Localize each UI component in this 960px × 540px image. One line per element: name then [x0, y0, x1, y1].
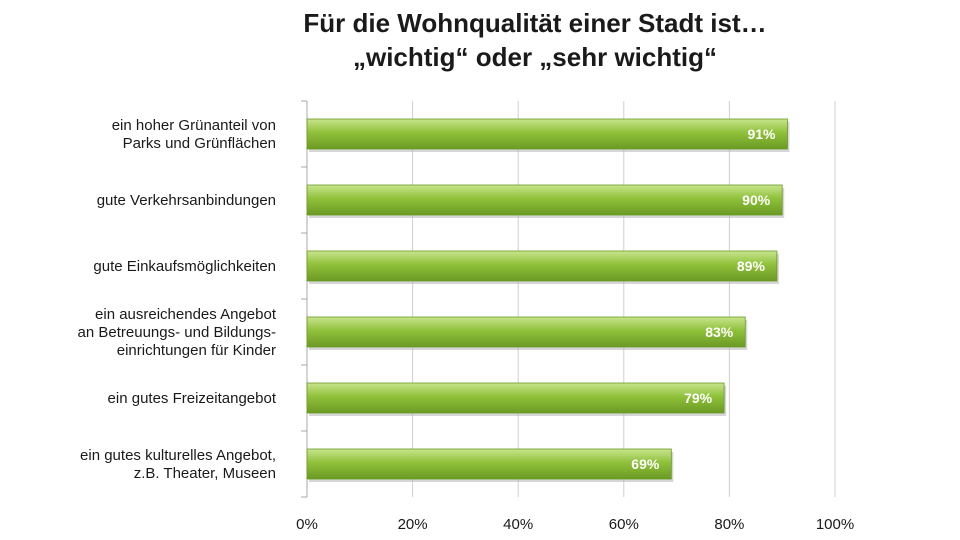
x-tick-label-4: 80% [714, 516, 744, 533]
category-label-1: gute Verkehrsanbindungen [97, 192, 276, 209]
category-label-4-line-0: ein gutes Freizeitangebot [108, 390, 277, 407]
chart-title-line-1: Für die Wohnqualität einer Stadt ist… [303, 8, 767, 38]
x-tick-label-5: 100% [816, 516, 854, 533]
category-labels: ein hoher Grünanteil von Parks und Grünfl… [78, 117, 277, 482]
category-label-0: ein hoher Grünanteil von Parks und Grünfl… [112, 117, 276, 152]
category-label-5-line-0: ein gutes kulturelles Angebot, [80, 447, 276, 464]
value-label-2: 89% [737, 258, 766, 274]
bar-3 [306, 316, 746, 348]
x-tick-label-0: 0% [296, 516, 318, 533]
category-label-4: ein gutes Freizeitangebot [108, 390, 277, 407]
category-label-5: ein gutes kulturelles Angebot, z.B. Theat… [80, 447, 276, 482]
category-label-0-line-0: ein hoher Grünanteil von [112, 117, 276, 134]
x-axis-ticks: 0% 20% 40% 60% 80% 100% [296, 516, 854, 533]
category-label-1-line-0: gute Verkehrsanbindungen [97, 192, 276, 209]
x-tick-label-1: 20% [398, 516, 428, 533]
value-label-3: 83% [705, 324, 734, 340]
value-label-1: 90% [742, 192, 771, 208]
bar-4 [306, 382, 725, 414]
category-label-0-line-1: Parks und Grünflächen [123, 135, 276, 152]
x-tick-label-2: 40% [503, 516, 533, 533]
category-label-3-line-0: ein ausreichendes Angebot [95, 306, 277, 323]
category-label-2: gute Einkaufsmöglichkeiten [93, 258, 276, 275]
gridlines [301, 100, 836, 498]
value-label-0: 91% [747, 126, 776, 142]
category-label-3: ein ausreichendes Angebot an Betreuungs- … [78, 306, 277, 359]
bars: 91% 90% 89% 83% 79% 69% [306, 118, 790, 482]
bar-1 [306, 184, 783, 216]
bar-2 [306, 250, 778, 282]
category-label-3-line-1: an Betreuungs- und Bildungs- [78, 324, 276, 341]
category-label-5-line-1: z.B. Theater, Museen [134, 465, 276, 482]
bar-5 [306, 448, 672, 480]
bar-0 [306, 118, 788, 150]
category-label-2-line-0: gute Einkaufsmöglichkeiten [93, 258, 276, 275]
chart-title: Für die Wohnqualität einer Stadt ist… „w… [0, 6, 960, 74]
category-label-3-line-2: einrichtungen für Kinder [117, 342, 276, 359]
chart-title-line-2: „wichtig“ oder „sehr wichtig“ [352, 42, 718, 72]
value-label-4: 79% [684, 390, 713, 406]
value-label-5: 69% [631, 456, 660, 472]
x-tick-label-3: 60% [609, 516, 639, 533]
